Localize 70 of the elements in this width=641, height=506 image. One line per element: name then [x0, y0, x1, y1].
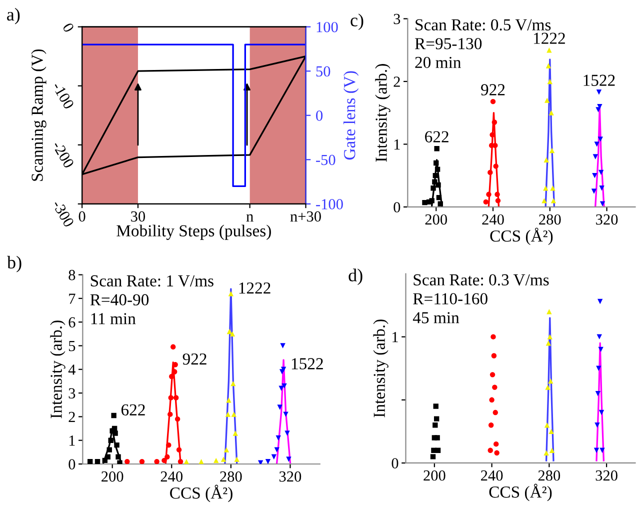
annotation: Scan Rate: 0.5 V/ms: [416, 19, 551, 31]
annotation: 11 min: [91, 313, 136, 324]
y-axis-title: Intensity (arb.): [373, 320, 388, 418]
y-tick-label: 6: [68, 317, 76, 328]
x-tick-label: 320: [279, 471, 302, 482]
y-tick-label: -200: [52, 140, 74, 169]
x-tick-label: 280: [539, 214, 561, 225]
x-tick-label: 200: [425, 214, 447, 225]
y-tick-label: 0: [392, 458, 398, 468]
annotation: Scan Rate: 0.3 V/ms: [414, 274, 549, 286]
annotation: Scan Rate: 1 V/ms: [90, 275, 214, 287]
annotation: R=110-160: [413, 293, 488, 304]
annotation: 622: [425, 131, 448, 142]
x-tick-label: 240: [160, 471, 183, 482]
y-tick-label: 0: [394, 202, 400, 212]
y-axis-title: Scanning Ramp (V): [31, 49, 46, 181]
y-tick-label: 0: [68, 459, 76, 470]
chart-title: b): [7, 256, 22, 272]
y-tick-label: 2: [394, 76, 400, 87]
y-tick-label: 0: [62, 22, 74, 34]
x-axis-title: CCS (Å²): [170, 484, 232, 502]
x-tick-label: 240: [482, 214, 504, 225]
x-tick-label: 200: [424, 470, 446, 481]
y-axis-title: Intensity (arb.): [50, 320, 66, 418]
y-axis-title: Intensity (arb.): [375, 64, 390, 162]
annotation: 922: [481, 84, 505, 96]
y-tick-label: 5: [68, 341, 76, 352]
annotation: R=40-90: [90, 294, 149, 306]
annotation: 1222: [239, 282, 270, 294]
y-tick-label: -300: [52, 199, 74, 228]
x-tick-label: n: [246, 214, 254, 222]
y-tick-label: 1: [69, 436, 75, 446]
y-tick-label: -100: [52, 81, 74, 110]
annotation: 45 min: [412, 312, 460, 324]
y2-axis-title: Gate lens (V): [343, 71, 359, 160]
y-tick-label: 3: [394, 14, 400, 24]
x-tick-label: 0: [78, 211, 86, 222]
x-tick-label: 320: [596, 470, 618, 481]
x-tick-label: 200: [102, 471, 124, 482]
y-tick-label: 7: [69, 294, 76, 304]
chart-title: d): [348, 268, 362, 286]
annotation: 1522: [292, 358, 323, 370]
x-tick-label: n+30: [290, 211, 321, 222]
x-tick-label: 30: [131, 211, 146, 222]
annotation: 1522: [584, 74, 615, 86]
annotation: 20 min: [415, 56, 462, 68]
y2-tick-label: 0: [316, 110, 323, 121]
y2-tick-label: -50: [316, 154, 336, 166]
x-tick-label: 280: [220, 471, 242, 482]
annotation: 922: [182, 353, 206, 365]
x-tick-label: 320: [596, 214, 618, 225]
x-axis-title: Mobility Steps (pulses): [116, 224, 271, 240]
y-tick-label: 2: [68, 412, 75, 422]
y-tick-label: 3: [68, 388, 76, 398]
x-axis-title: CCS (Å²): [490, 228, 553, 246]
y2-tick-label: 100: [316, 22, 338, 32]
chart-title: a): [7, 8, 20, 24]
y-tick-label: 4: [68, 364, 76, 375]
annotation: 622: [121, 404, 145, 416]
y2-tick-label: 50: [316, 66, 330, 77]
y-tick-label: 1: [394, 139, 400, 150]
y2-tick-label: -100: [316, 199, 343, 210]
x-tick-label: 240: [481, 470, 503, 481]
x-tick-label: 280: [538, 470, 560, 481]
chart-title: c): [350, 14, 364, 30]
y-tick-label: 8: [68, 270, 76, 280]
annotation: 1222: [534, 32, 565, 44]
x-axis-title: CCS (Å²): [489, 484, 552, 502]
y-tick-label: 1: [392, 332, 398, 342]
annotation: R=95-130: [414, 38, 482, 50]
